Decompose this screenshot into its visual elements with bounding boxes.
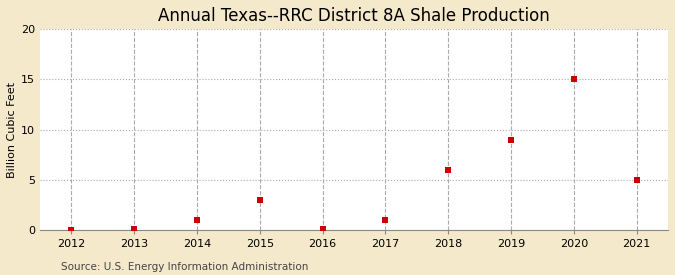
Point (66, 227, 77, 232)
Point (568, 77, 579, 82)
Title: Annual Texas--RRC District 8A Shale Production: Annual Texas--RRC District 8A Shale Prod… (158, 7, 550, 25)
Point (631, 177, 642, 182)
Point (317, 227, 328, 231)
Point (129, 227, 140, 232)
Point (254, 197, 265, 202)
Point (192, 218, 202, 222)
Point (506, 137, 516, 142)
Y-axis label: Billion Cubic Feet: Billion Cubic Feet (7, 81, 17, 178)
Point (380, 218, 391, 222)
Text: Source: U.S. Energy Information Administration: Source: U.S. Energy Information Administ… (61, 262, 308, 272)
Point (443, 167, 454, 172)
